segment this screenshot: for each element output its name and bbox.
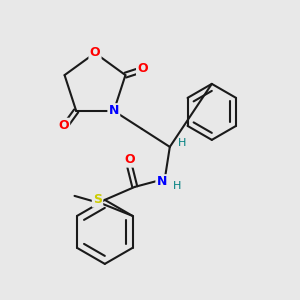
Text: O: O: [90, 46, 100, 59]
Text: O: O: [137, 62, 148, 75]
Text: H: H: [178, 138, 186, 148]
Text: S: S: [93, 194, 102, 206]
Text: O: O: [58, 119, 69, 132]
Text: O: O: [124, 153, 135, 167]
Text: N: N: [157, 176, 167, 188]
Text: N: N: [109, 104, 119, 117]
Text: H: H: [173, 181, 181, 191]
